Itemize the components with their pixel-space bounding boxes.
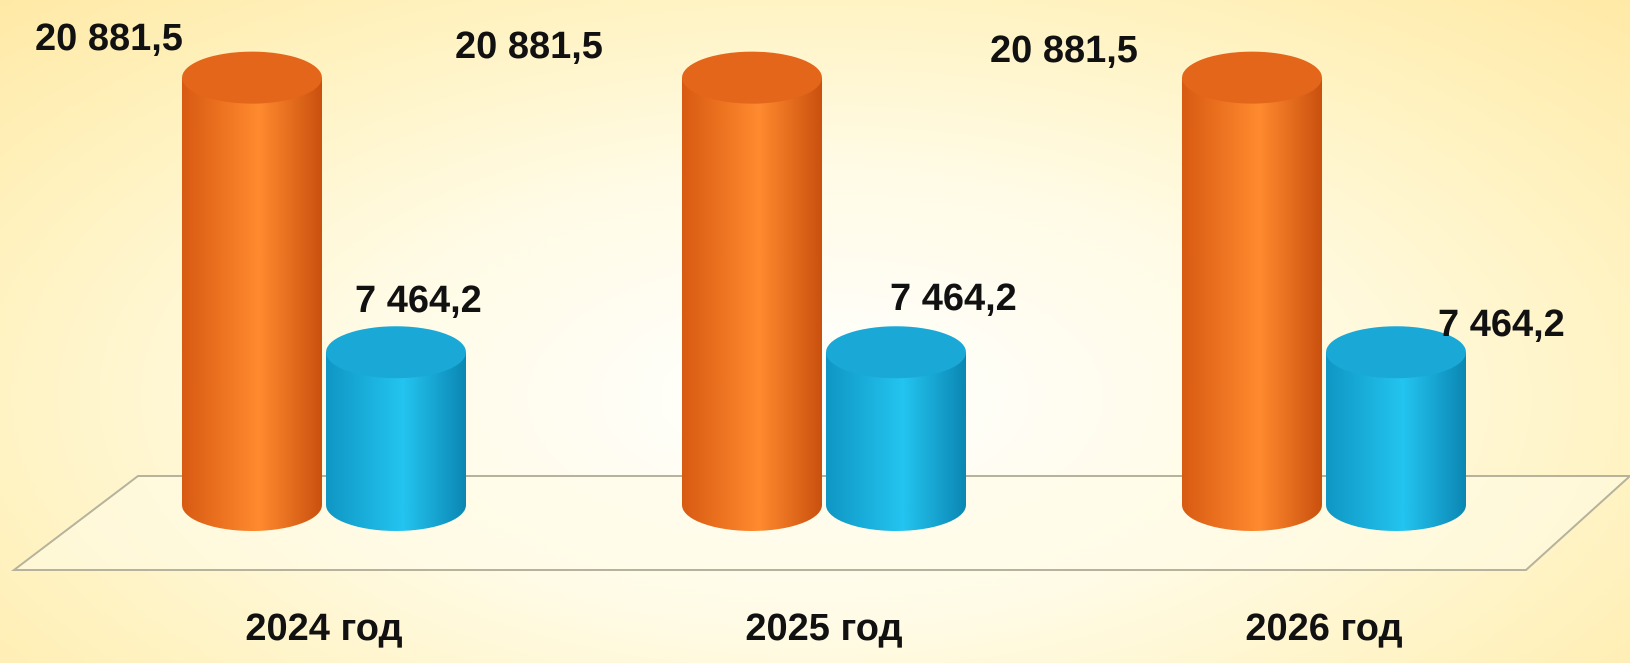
bar [826, 326, 966, 531]
bar-group: 20 881,5 7 464,2 2024 год [35, 17, 482, 649]
x-tick-label: 2025 год [745, 607, 902, 649]
bar [326, 326, 466, 531]
data-label: 7 464,2 [1438, 303, 1565, 345]
x-tick-label: 2026 год [1245, 607, 1402, 649]
bar [1182, 51, 1322, 531]
bar-group: 20 881,5 7 464,2 2025 год [455, 25, 1017, 649]
data-label: 7 464,2 [355, 279, 482, 321]
bar [682, 51, 822, 531]
x-tick-label: 2024 год [245, 607, 402, 649]
data-label: 20 881,5 [990, 29, 1138, 71]
bar-group: 20 881,5 7 464,2 2026 год [990, 29, 1565, 649]
bar [182, 51, 322, 531]
data-label: 7 464,2 [890, 277, 1017, 319]
data-label: 20 881,5 [455, 25, 603, 67]
bar [1326, 326, 1466, 531]
data-label: 20 881,5 [35, 17, 183, 59]
